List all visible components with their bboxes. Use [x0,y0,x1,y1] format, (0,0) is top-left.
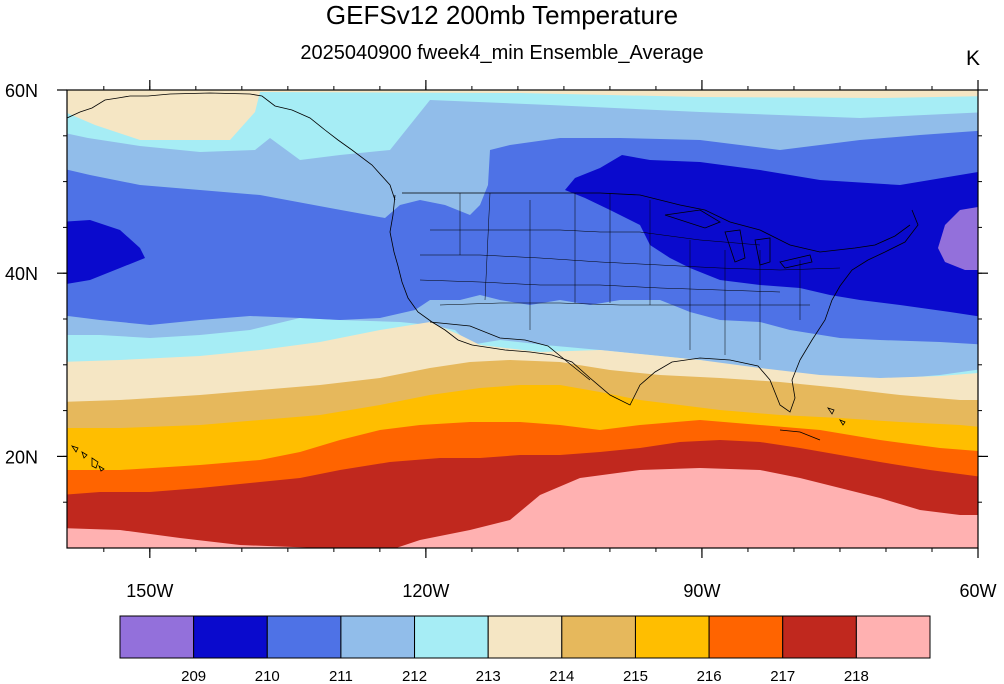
colorbar-swatch [119,615,195,659]
colorbar-label: 217 [770,668,795,684]
colorbar-swatch [340,615,416,659]
colorbar-swatch [708,615,784,659]
hawaii-islands [71,445,105,472]
colorbar-swatch [414,615,489,659]
temperature-bands [67,90,978,548]
colorbar-label: 214 [549,668,574,684]
colorbar-label: 213 [476,668,501,684]
colorbar-swatch [782,615,857,659]
us-west-coast [389,194,473,346]
colorbar-swatch [266,615,342,659]
us-mexico-border [429,321,591,381]
colorbar-label: 216 [697,668,722,684]
colorbar-label: 210 [255,668,280,684]
band-209 [938,207,978,270]
map-subtitle: 2025040900 fweek4_min Ensemble_Average [300,42,704,64]
us-east-coast [799,209,919,361]
coastlines-and-borders [67,92,919,472]
lon-tick-label: 90W [683,581,720,601]
band-219 [67,468,978,548]
lat-tick-label: 20N [5,447,38,467]
lat-tick-label: 60N [5,81,38,101]
us-canada-border [402,192,911,253]
map-title: GEFSv12 200mb Temperature [325,0,679,30]
state-lines [419,192,841,360]
lon-tick-label: 120W [402,581,449,601]
colorbar-label: 218 [844,668,869,684]
colorbar-label: 215 [623,668,648,684]
great-lakes [664,209,813,269]
colorbar-swatch [855,615,931,659]
band-210-west [67,220,145,284]
lon-tick-label: 150W [126,581,173,601]
cuba-bahamas [779,407,846,441]
colorbar-label: 212 [402,668,427,684]
colorbar-swatch [634,615,710,659]
colorbar-label: 209 [181,668,206,684]
lon-tick-label: 60W [959,581,996,601]
colorbar-label: 211 [329,668,353,684]
colorbar-swatch [193,615,268,659]
colorbar-swatch [487,615,563,659]
axis-ticks: 150W 120W 90W 60W 60N 40N 20N [5,80,997,601]
alaska-coast [67,92,396,201]
colorbar-swatch [561,615,636,659]
us-gulf-coast [471,344,801,413]
lat-tick-label: 40N [5,264,38,284]
units-label: K [966,47,981,70]
colorbar: 209 210 211 212 213 214 215 216 217 218 [119,615,931,684]
